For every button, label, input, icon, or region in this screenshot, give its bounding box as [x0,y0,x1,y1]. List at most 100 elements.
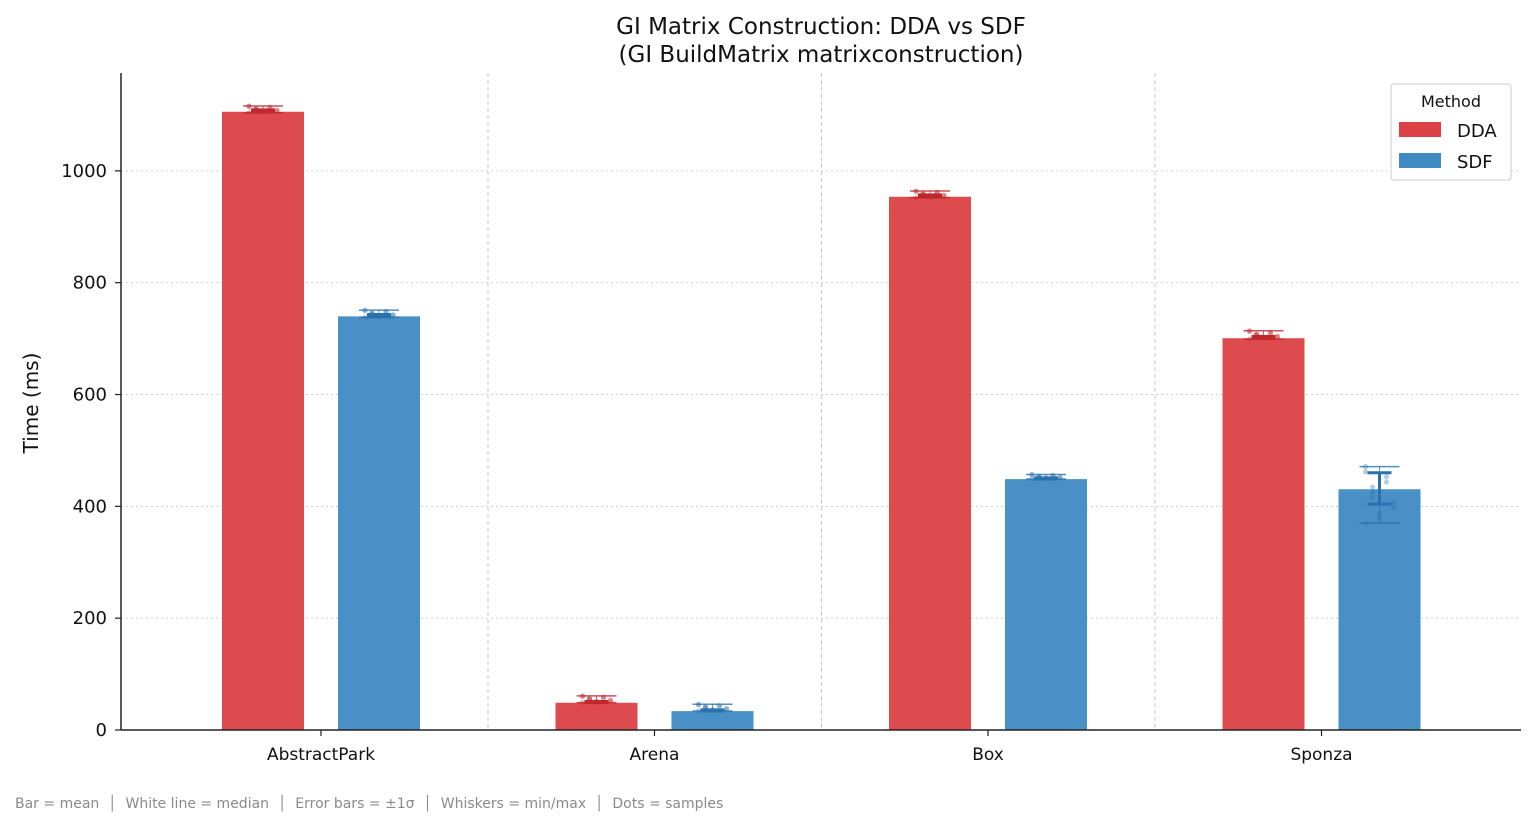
sample-dot [941,192,947,198]
sample-dot [607,697,614,703]
sample-dot [246,103,252,109]
bar-sdf [671,710,754,730]
sample-dot [586,695,593,701]
sample-dot [267,105,273,111]
sample-dot [1043,475,1049,482]
y-tick-label: 0 [96,720,107,741]
sample-dot [1362,469,1369,475]
x-tick-label: Box [972,745,1004,765]
sample-dot [1362,520,1369,526]
sample-dot [376,314,382,320]
sample-dot [702,704,709,710]
sample-dot [369,310,375,316]
bar-dda [1222,337,1305,730]
sample-dot [1036,473,1042,479]
sample-dot [260,108,266,115]
sample-dot [246,103,252,110]
sample-dot [369,310,375,316]
sample-dot [920,191,926,197]
bar-sdf [1338,488,1421,730]
sample-dot [1383,479,1390,485]
bar-dda [222,111,304,731]
sample-dot [1253,331,1260,337]
sample-dot [1376,510,1383,516]
sample-dot [1260,335,1267,341]
sample-dot [716,703,723,709]
legend-swatch-sdf [1399,153,1441,168]
sample-dot [1390,505,1397,511]
sample-dot [253,105,259,112]
bar-sdf [338,315,420,730]
sample-dot [274,107,280,113]
legend-label-dda: DDA [1457,121,1497,142]
sample-dot [593,699,600,705]
sample-dot [600,694,607,700]
sample-dot [913,188,919,195]
sample-dot [1050,473,1056,479]
legend: Method DDA SDF [1390,83,1512,181]
x-tick-label: Sponza [1290,745,1352,765]
grid [121,73,1521,730]
sample-dot [362,307,368,313]
sample-dot [702,704,709,710]
sample-dot [267,104,273,110]
sample-dot [1029,476,1035,482]
sample-dot [390,312,396,318]
sample-dot [709,707,716,713]
sample-dot [927,193,933,200]
sample-dot [1376,515,1383,521]
sample-dot [1246,328,1253,335]
sample-dot [723,705,730,712]
sample-dot [913,188,919,194]
chart-subtitle: (GI BuildMatrix matrixconstruction) [619,42,1024,68]
sample-dot [1057,474,1063,480]
y-tick-label: 1000 [61,161,107,182]
sample-dot [579,700,586,706]
y-tick-label: 600 [73,385,107,406]
sample-dot [702,705,709,711]
sample-dot [1383,474,1390,480]
sample-dot [1029,471,1035,478]
sample-dot [586,696,593,702]
x-tick-label: AbstractPark [267,745,375,765]
sample-dot [586,696,593,703]
sample-dot [593,698,600,704]
chart-title: GI Matrix Construction: DDA vs SDF [616,14,1026,40]
sample-dot [607,698,614,704]
sample-dot [1036,474,1042,480]
sample-dot [253,107,259,113]
sample-dot [246,110,252,116]
y-tick-label: 400 [73,496,107,517]
legend-title: Method [1421,92,1481,111]
sample-dot [579,693,586,700]
sample-dot [383,309,389,315]
sample-dot [723,706,730,712]
sample-dot [1057,475,1063,481]
sample-dot [274,108,280,114]
y-axis-label: Time (ms) [19,353,43,455]
sample-dot [1246,328,1253,334]
sample-dot [695,701,702,707]
sample-dot [383,308,389,315]
sample-dot [920,192,926,198]
sample-dot [913,195,919,201]
y-tick-label: 800 [73,273,107,294]
bar-dda [889,196,971,731]
sample-dot [1050,472,1056,478]
sample-dot [934,189,940,195]
sample-dot [709,707,716,713]
sample-dot [362,308,368,314]
sample-dot [1260,335,1267,341]
bar-sdf [1005,478,1087,730]
sample-dot [934,190,940,196]
sample-dot [1246,336,1253,342]
legend-label-sdf: SDF [1457,152,1493,173]
sample-dot [1390,499,1397,506]
sample-dot [600,695,607,701]
axes: 0 200 400 600 800 1000 AbstractPark Arena Box Spo… [61,73,1521,765]
sample-dot [579,693,586,699]
sample-dot [695,702,702,708]
sample-dot [1267,329,1274,335]
sample-dot [1362,464,1369,470]
